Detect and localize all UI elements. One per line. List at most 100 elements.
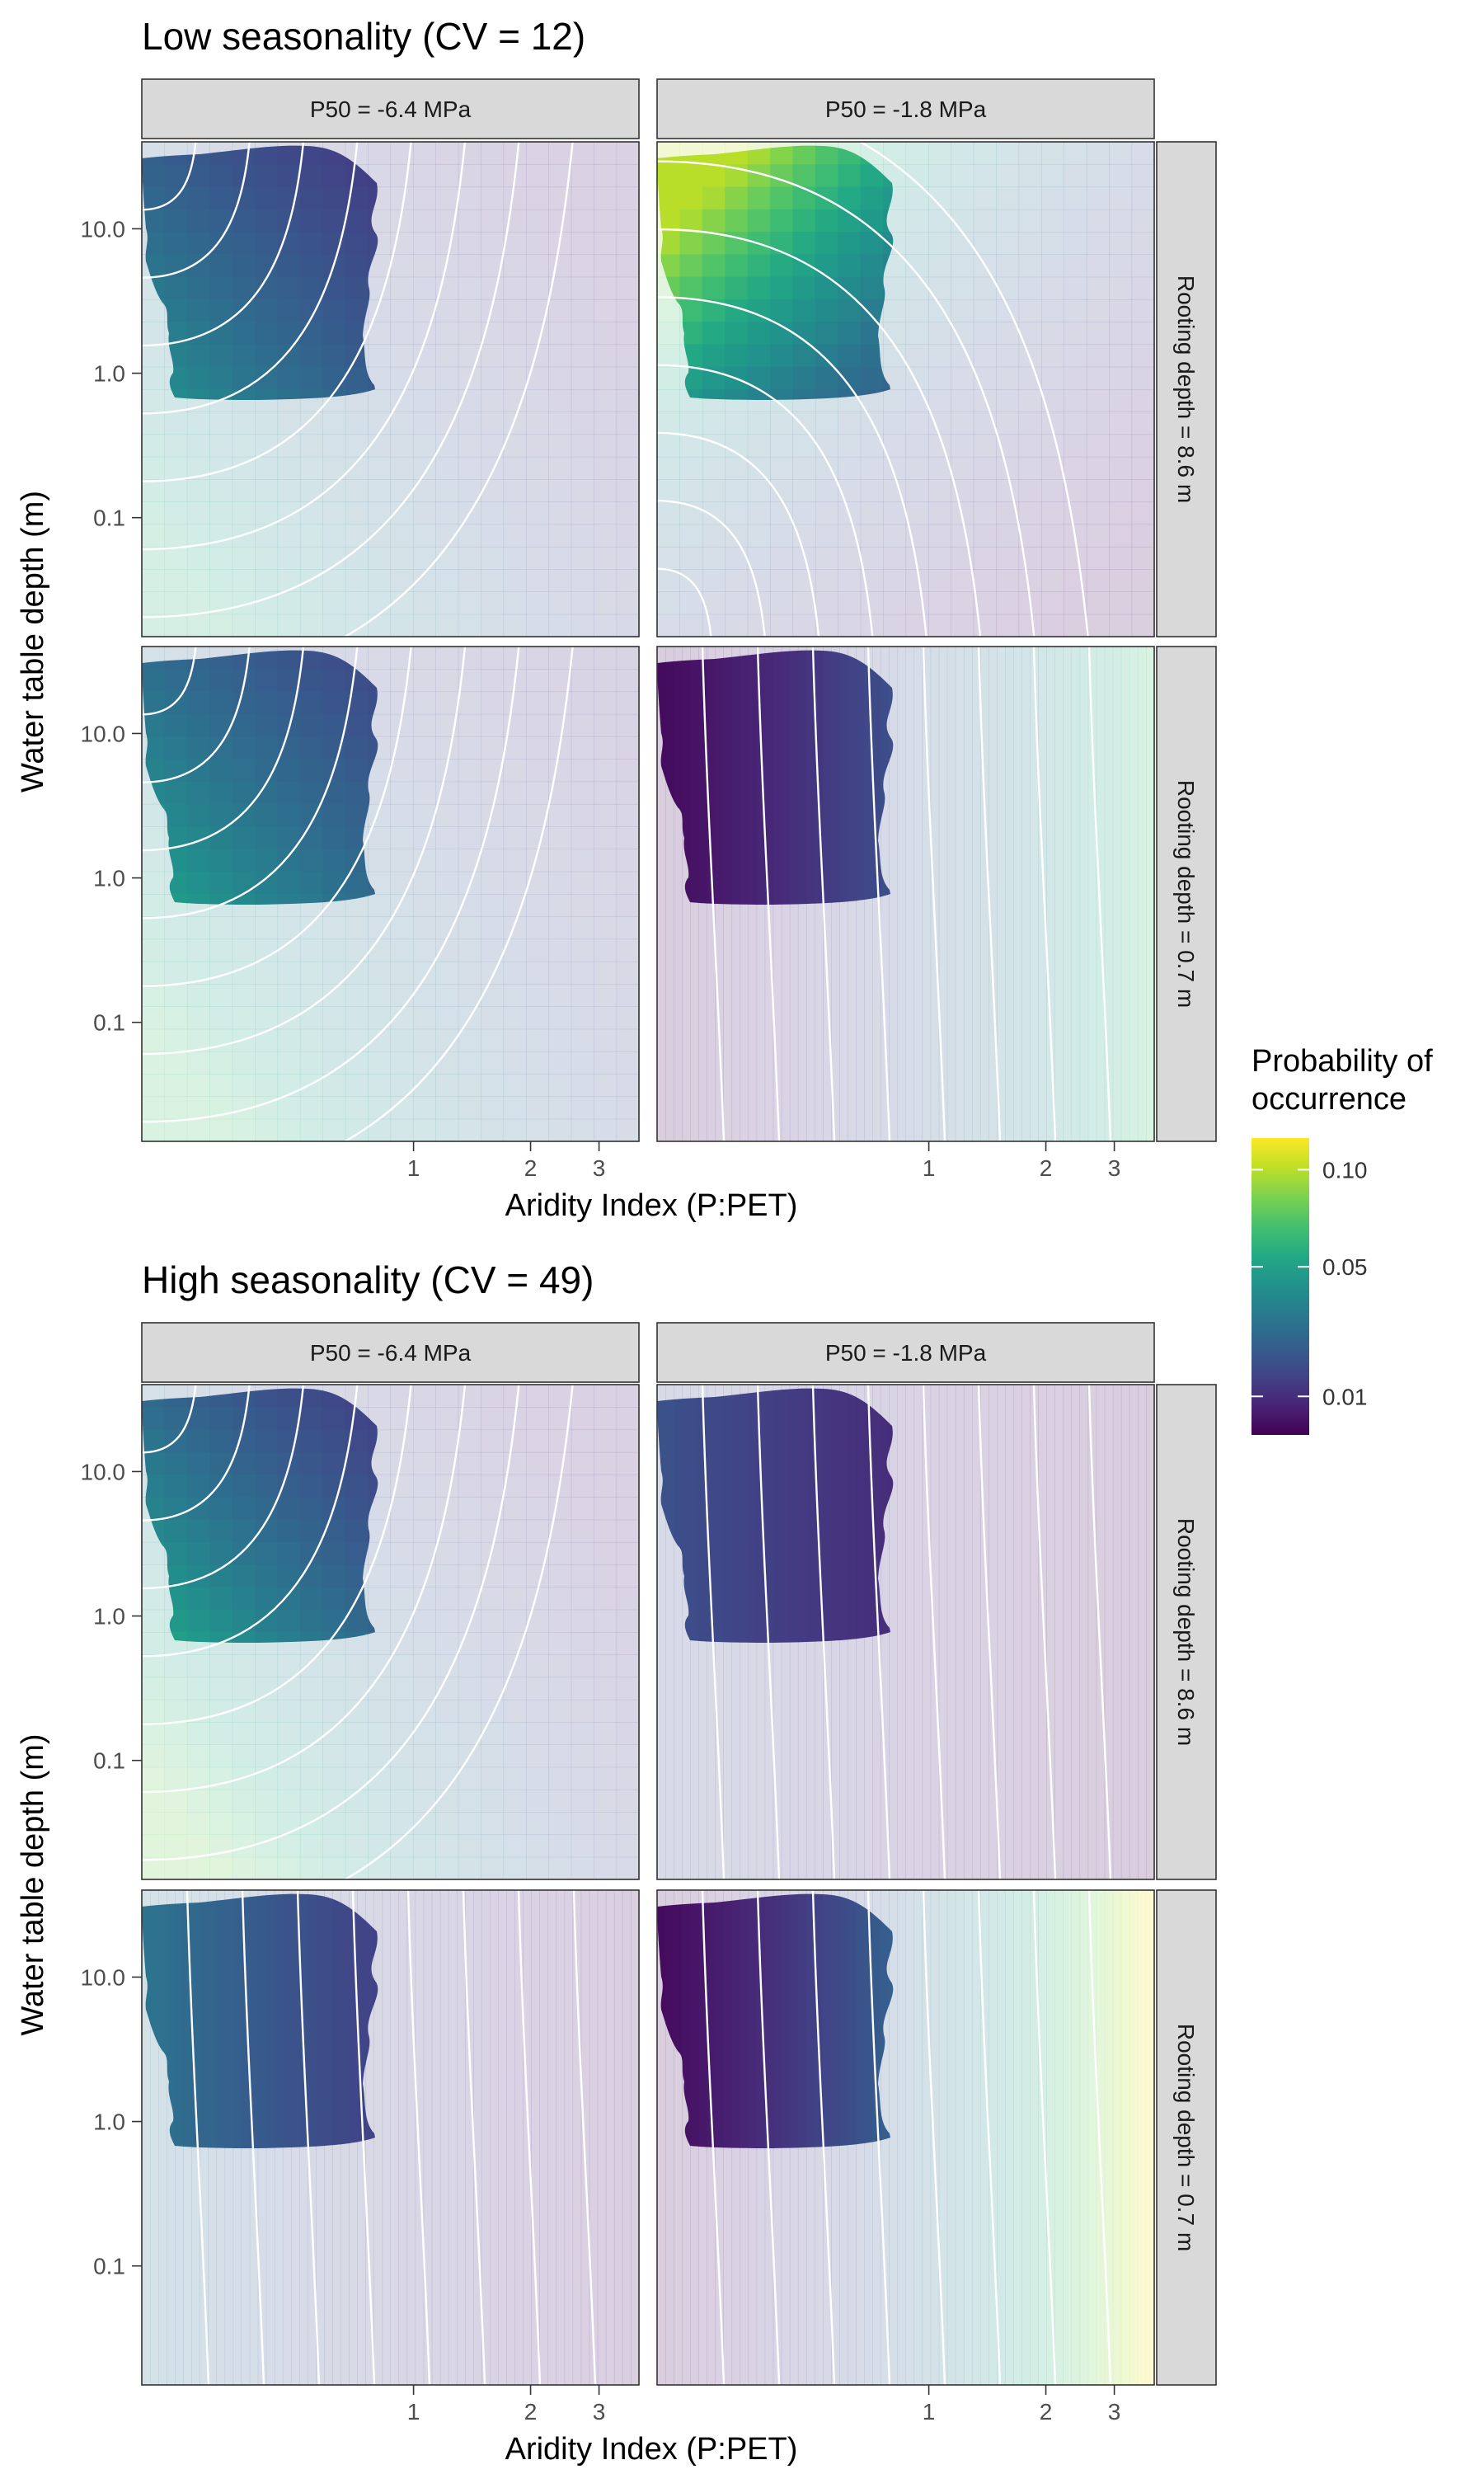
background-cell: [1109, 276, 1133, 300]
contour-line: [141, 141, 305, 347]
background-cell: [594, 142, 618, 165]
background-cell: [996, 142, 1020, 165]
background-cell: [503, 276, 527, 300]
contour-line: [656, 500, 766, 637]
background-cell: [548, 546, 572, 570]
background-cell: [186, 569, 210, 593]
background-cell: [973, 186, 997, 210]
row-strip-label: Rooting depth = 8.6 m: [1173, 275, 1199, 503]
background-cell: [209, 1118, 233, 1142]
background-cell: [481, 479, 505, 502]
background-cell: [594, 209, 618, 233]
heat-cell: [299, 366, 323, 390]
background-cell: [657, 614, 681, 637]
background-cell: [1064, 209, 1087, 233]
background-cell: [458, 524, 481, 548]
background-cell: [458, 186, 481, 210]
background-cell: [142, 871, 166, 895]
background-cell: [209, 984, 233, 1007]
background-cell: [616, 299, 640, 322]
background-cell: [996, 569, 1020, 593]
heat-cell: [702, 254, 726, 278]
heat-cell: [209, 713, 233, 737]
heat-cell: [299, 322, 323, 346]
background-cell: [525, 142, 549, 165]
background-cell: [525, 546, 549, 570]
background-cell: [232, 501, 256, 525]
heat-cell: [186, 1609, 210, 1633]
background-cell: [164, 984, 188, 1007]
background-cell: [435, 803, 459, 827]
background-cell: [458, 232, 481, 255]
background-cell: [815, 479, 838, 502]
background-cell: [594, 164, 618, 188]
background-cell: [725, 614, 749, 637]
background-cell: [277, 1074, 301, 1098]
background-cell: [951, 164, 974, 188]
background-cell: [322, 456, 346, 480]
facet-panel: [141, 1384, 640, 1929]
legend-tick-label: 0.10: [1322, 1157, 1368, 1183]
background-cell: [1131, 209, 1155, 233]
background-cell: [481, 389, 505, 412]
heat-cell: [277, 254, 301, 278]
background-cell: [1064, 434, 1087, 458]
heat-cell: [657, 186, 681, 210]
heat-cell: [164, 759, 188, 783]
background-cell: [503, 614, 527, 637]
background-cell: [838, 434, 862, 458]
heat-cell: [792, 164, 816, 188]
heat-cell: [255, 691, 279, 715]
background-cell: [277, 1051, 301, 1075]
background-cell: [412, 894, 436, 917]
background-cell: [232, 546, 256, 570]
heat-cell: [679, 164, 703, 188]
column-strip-label: P50 = -6.4 MPa: [310, 1340, 472, 1366]
background-cell: [435, 894, 459, 917]
background-cell: [1064, 614, 1087, 637]
heat-cell: [725, 276, 749, 300]
background-cell: [412, 142, 436, 165]
background-cell: [951, 389, 974, 412]
background-cell: [1040, 186, 1064, 210]
background-cell: [412, 276, 436, 300]
background-cell: [277, 1006, 301, 1030]
heat-cell: [255, 145, 279, 165]
background-cell: [164, 1051, 188, 1075]
heat-cell: [209, 164, 233, 188]
background-cell: [548, 142, 572, 165]
background-cell: [299, 1118, 323, 1142]
background-cell: [299, 1074, 323, 1098]
background-cell: [1086, 479, 1110, 502]
background-cell: [1131, 501, 1155, 525]
x-axis-title: Aridity Index (P:PET): [505, 1188, 798, 1223]
column-strip-label: P50 = -1.8 MPa: [825, 1340, 987, 1366]
heat-cell: [209, 1475, 233, 1498]
heat-cell: [255, 849, 279, 872]
background-cell: [481, 276, 505, 300]
background-cell: [435, 232, 459, 255]
background-cell: [299, 1028, 323, 1052]
heat-cell: [299, 1519, 323, 1543]
background-cell: [503, 479, 527, 502]
background-cell: [1131, 344, 1155, 368]
background-cell: [883, 412, 907, 435]
background-cell: [435, 479, 459, 502]
background-cell: [996, 276, 1020, 300]
background-cell: [747, 524, 771, 548]
background-cell: [1086, 456, 1110, 480]
heat-cell: [815, 232, 838, 255]
background-cell: [458, 276, 481, 300]
background-cell: [616, 142, 640, 165]
heat-cell: [322, 322, 346, 346]
background-cell: [390, 849, 414, 872]
heat-cell: [277, 736, 301, 760]
background-cell: [571, 591, 594, 615]
background-cell: [1086, 322, 1110, 346]
background-cell: [1131, 434, 1155, 458]
background-cell: [951, 524, 974, 548]
background-cell: [548, 501, 572, 525]
heat-cell: [255, 736, 279, 760]
background-cell: [1086, 412, 1110, 435]
background-cell: [996, 479, 1020, 502]
